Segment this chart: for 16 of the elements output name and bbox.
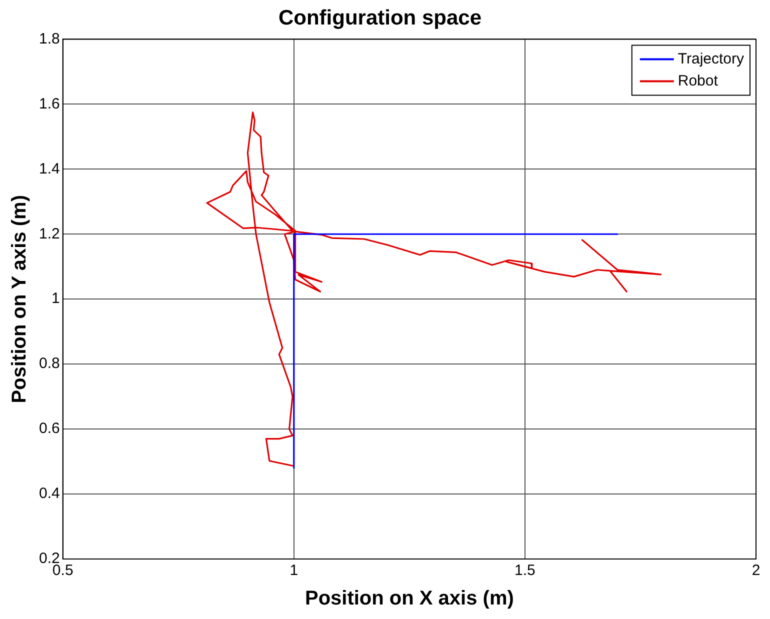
y-tick-label: 1.2 (38, 225, 60, 242)
y-tick-label: 0.6 (38, 420, 60, 438)
x-tick-label: 2 (752, 562, 760, 580)
y-tick-label: 1.4 (38, 160, 60, 178)
x-axis-title: Position on X axis (m) (304, 588, 514, 610)
y-tick-label: 1 (52, 290, 60, 308)
x-tick-label: 1.5 (514, 562, 536, 580)
chart-title: Configuration space (278, 6, 482, 30)
y-tick-label: 1.6 (38, 95, 60, 112)
y-tick-label: 0.4 (38, 485, 60, 502)
legend-label: Trajectory (678, 50, 744, 68)
x-tick-label: 1 (290, 562, 298, 580)
y-tick-label: 1.8 (38, 30, 60, 48)
y-tick-label: 0.8 (38, 355, 60, 372)
legend-label: Robot (678, 72, 719, 90)
y-axis-title: Position on Y axis (m) (8, 195, 31, 404)
